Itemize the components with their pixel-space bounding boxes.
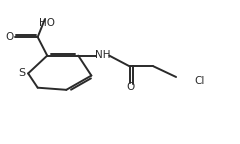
Text: Cl: Cl [194,76,204,86]
Text: NH: NH [95,50,110,60]
Text: O: O [126,82,134,92]
Text: HO: HO [38,18,54,28]
Text: S: S [18,68,25,78]
Text: O: O [5,32,13,42]
